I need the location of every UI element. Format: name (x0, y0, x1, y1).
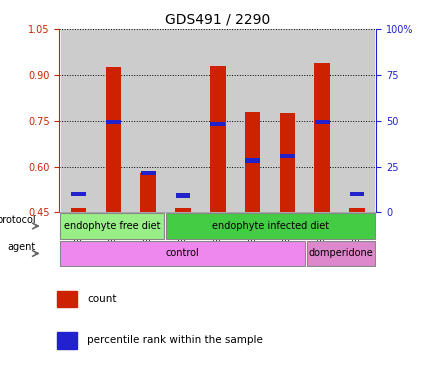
Bar (279, 113, 295, 212)
Text: agent: agent (7, 242, 36, 253)
Bar (305, 29, 340, 212)
Bar (315, 120, 330, 124)
Bar (200, 29, 235, 212)
Bar (270, 29, 305, 212)
Bar (140, 173, 156, 212)
Text: control: control (166, 249, 199, 258)
Bar (175, 208, 191, 212)
Bar (131, 29, 165, 212)
Bar (165, 29, 200, 212)
Bar (340, 29, 374, 212)
Bar (350, 192, 364, 196)
Bar (315, 63, 330, 212)
Bar (96, 29, 131, 212)
Title: GDS491 / 2290: GDS491 / 2290 (165, 13, 271, 27)
Bar (71, 192, 86, 196)
Text: domperidone: domperidone (308, 249, 374, 258)
Bar (61, 29, 96, 212)
Text: percentile rank within the sample: percentile rank within the sample (88, 335, 263, 346)
Bar (235, 29, 270, 212)
Bar (57, 291, 77, 307)
Text: endophyte infected diet: endophyte infected diet (212, 221, 329, 231)
Bar (166, 213, 375, 239)
Bar (106, 67, 121, 212)
Bar (280, 154, 295, 158)
Bar (349, 208, 365, 212)
Bar (176, 193, 191, 198)
Bar (210, 66, 226, 212)
Text: count: count (88, 294, 117, 304)
Bar (60, 241, 305, 266)
Bar (245, 112, 260, 212)
Bar (60, 213, 164, 239)
Bar (245, 158, 260, 163)
Bar (57, 332, 77, 348)
Text: protocol: protocol (0, 215, 36, 225)
Bar (71, 208, 86, 212)
Text: endophyte free diet: endophyte free diet (64, 221, 161, 231)
Bar (210, 122, 225, 126)
Bar (106, 120, 121, 124)
Bar (307, 241, 375, 266)
Bar (141, 171, 156, 175)
